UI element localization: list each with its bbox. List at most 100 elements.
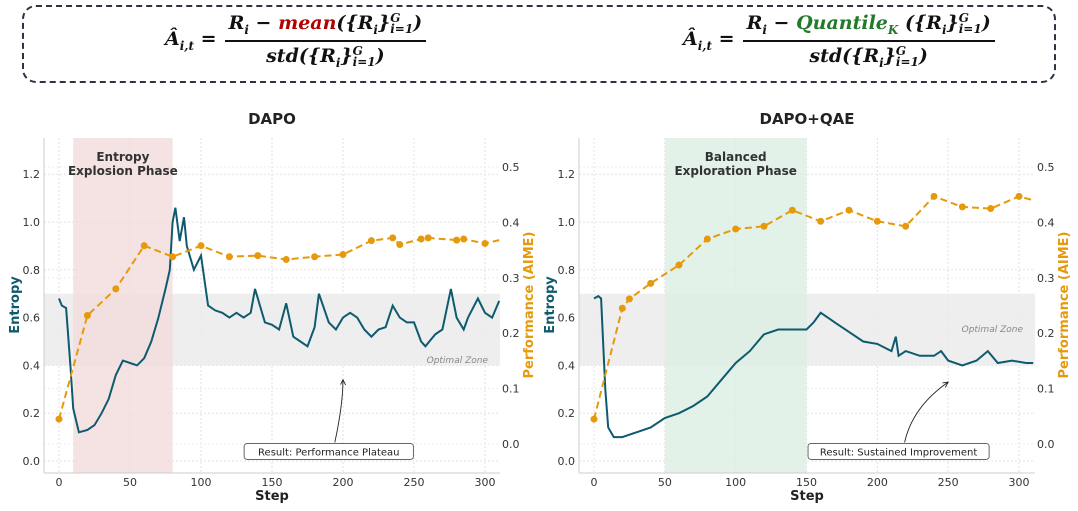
performance-point — [396, 241, 404, 249]
entropy-line — [58, 207, 501, 434]
x-tick-label: 0 — [56, 476, 63, 489]
performance-point — [703, 235, 711, 243]
y-tick-label: 0.0 — [23, 455, 41, 468]
performance-point — [169, 253, 177, 261]
y-tick-label: 1.2 — [558, 168, 576, 181]
y2-tick-label: 0.2 — [1037, 327, 1055, 340]
performance-point — [647, 279, 655, 287]
performance-point — [140, 242, 148, 250]
y2-tick-label: 0.0 — [1037, 438, 1055, 451]
performance-point — [618, 304, 626, 312]
y-axis-label: Entropy — [543, 276, 558, 334]
y2-tick-label: 0.4 — [502, 216, 520, 229]
annotation-box — [807, 442, 990, 460]
y2-tick-label: 0.5 — [502, 161, 520, 174]
entropy-line — [593, 294, 1034, 439]
performance-point — [817, 217, 825, 225]
y2-tick-label: 0.5 — [1037, 161, 1055, 174]
performance-point — [225, 253, 233, 261]
performance-point — [760, 222, 768, 230]
performance-point — [590, 415, 598, 423]
x-tick-label: 50 — [123, 476, 137, 489]
y2-tick-label: 0.2 — [502, 327, 520, 340]
performance-point — [83, 311, 91, 319]
phase-region — [664, 138, 807, 473]
performance-point — [311, 253, 319, 261]
performance-point — [254, 252, 262, 260]
x-tick-label: 300 — [475, 476, 496, 489]
performance-point — [732, 225, 740, 233]
performance-point — [389, 234, 397, 242]
performance-point — [339, 251, 347, 259]
y2-tick-label: 0.4 — [1037, 216, 1055, 229]
performance-point — [460, 235, 468, 243]
y2-axis-label: Performance (AIME) — [1057, 232, 1072, 379]
performance-point — [625, 295, 633, 303]
x-tick-label: 250 — [938, 476, 959, 489]
x-axis-label: Step — [790, 489, 824, 504]
performance-point — [958, 203, 966, 211]
y-tick-label: 0.6 — [558, 312, 576, 325]
x-tick-label: 150 — [796, 476, 817, 489]
performance-point — [481, 239, 489, 247]
performance-point — [873, 217, 881, 225]
chart-title: DAPO — [248, 110, 296, 128]
zone-label: Optimal Zone — [427, 356, 489, 366]
zone-label: Optimal Zone — [962, 325, 1024, 335]
y2-tick-label: 0.1 — [502, 383, 520, 396]
performance-point — [1015, 192, 1023, 200]
x-tick-label: 300 — [1009, 476, 1030, 489]
y2-axis-label: Performance (AIME) — [522, 232, 537, 379]
y-tick-label: 0.0 — [558, 455, 576, 468]
performance-point — [282, 256, 290, 264]
y2-tick-label: 0.3 — [502, 272, 520, 285]
y-axis-label: Entropy — [8, 276, 23, 334]
y2-tick-label: 0.3 — [1037, 272, 1055, 285]
y-tick-label: 0.2 — [23, 407, 41, 420]
y-tick-label: 0.4 — [23, 359, 41, 372]
performance-line — [58, 236, 500, 420]
phase-label-line2: Explosion Phase — [68, 164, 178, 178]
performance-point — [417, 235, 425, 243]
y-tick-label: 1.2 — [23, 168, 41, 181]
annotation-arrow — [904, 382, 949, 443]
performance-point — [453, 236, 461, 244]
performance-point — [987, 205, 995, 213]
x-tick-label: 150 — [262, 476, 283, 489]
x-tick-label: 50 — [658, 476, 672, 489]
performance-point — [112, 285, 120, 293]
formula-box — [22, 5, 1056, 83]
x-tick-label: 250 — [404, 476, 425, 489]
annotation-text: Result: Sustained Improvement — [820, 447, 978, 458]
x-tick-label: 200 — [333, 476, 354, 489]
y-tick-label: 0.8 — [558, 264, 576, 277]
phase-label-line1: Balanced — [705, 150, 767, 164]
x-tick-label: 200 — [867, 476, 888, 489]
chart-title: DAPO+QAE — [760, 110, 855, 128]
performance-point — [845, 206, 853, 214]
phase-label-line2: Exploration Phase — [674, 164, 796, 178]
performance-point — [675, 261, 683, 269]
performance-point — [197, 242, 205, 250]
y-tick-label: 1.0 — [23, 216, 41, 229]
y-tick-label: 0.8 — [23, 264, 41, 277]
phase-label-line1: Entropy — [96, 150, 149, 164]
x-axis-label: Step — [255, 489, 289, 504]
performance-point — [930, 192, 938, 200]
x-tick-label: 0 — [591, 476, 598, 489]
performance-point — [788, 206, 796, 214]
y-tick-label: 0.6 — [23, 312, 41, 325]
y2-tick-label: 0.1 — [1037, 383, 1055, 396]
x-tick-label: 100 — [725, 476, 746, 489]
annotation-arrow — [334, 380, 343, 443]
performance-line — [593, 195, 1034, 420]
performance-point — [55, 415, 63, 423]
y-tick-label: 0.2 — [558, 407, 576, 420]
performance-point — [902, 222, 910, 230]
y2-tick-label: 0.0 — [502, 438, 520, 451]
